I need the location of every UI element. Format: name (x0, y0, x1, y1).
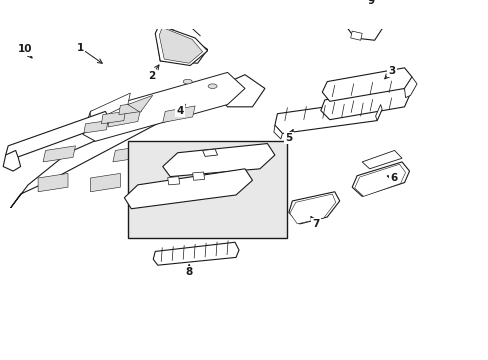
Polygon shape (124, 169, 252, 209)
Polygon shape (273, 125, 282, 139)
Text: 10: 10 (18, 44, 32, 54)
Polygon shape (351, 162, 408, 196)
Ellipse shape (183, 79, 192, 84)
Polygon shape (167, 177, 179, 185)
Polygon shape (354, 164, 405, 196)
Polygon shape (320, 86, 408, 120)
Text: 1: 1 (77, 43, 84, 53)
Ellipse shape (208, 84, 217, 89)
Polygon shape (192, 172, 204, 180)
Polygon shape (159, 27, 202, 63)
Polygon shape (38, 174, 68, 192)
Text: 6: 6 (389, 173, 396, 183)
Polygon shape (142, 174, 172, 192)
Polygon shape (158, 36, 207, 63)
Polygon shape (163, 144, 274, 177)
Polygon shape (90, 93, 130, 123)
Polygon shape (108, 111, 140, 127)
Polygon shape (153, 242, 239, 265)
Polygon shape (344, 10, 381, 40)
Polygon shape (101, 112, 125, 124)
Polygon shape (163, 106, 195, 122)
Polygon shape (362, 150, 401, 169)
Polygon shape (11, 75, 264, 208)
Polygon shape (274, 100, 381, 134)
Polygon shape (3, 150, 20, 171)
Polygon shape (119, 102, 142, 114)
Polygon shape (83, 72, 244, 141)
Polygon shape (350, 31, 362, 40)
Text: 4: 4 (176, 105, 183, 116)
Polygon shape (202, 149, 217, 156)
Polygon shape (322, 68, 411, 101)
Polygon shape (90, 174, 120, 192)
Polygon shape (404, 77, 416, 98)
Polygon shape (288, 192, 339, 224)
Polygon shape (161, 38, 202, 62)
Polygon shape (375, 104, 381, 121)
Polygon shape (127, 95, 152, 112)
Text: 5: 5 (285, 133, 292, 143)
Text: 9: 9 (366, 0, 373, 6)
Bar (127, 141, 287, 238)
Text: 7: 7 (311, 219, 319, 229)
Polygon shape (155, 25, 207, 66)
Text: 8: 8 (185, 267, 192, 277)
Text: 3: 3 (387, 66, 395, 76)
Polygon shape (344, 6, 376, 19)
Polygon shape (113, 146, 145, 162)
Text: 2: 2 (147, 71, 155, 81)
Polygon shape (6, 112, 110, 159)
Polygon shape (84, 121, 108, 133)
Polygon shape (289, 194, 335, 224)
Polygon shape (43, 146, 75, 162)
